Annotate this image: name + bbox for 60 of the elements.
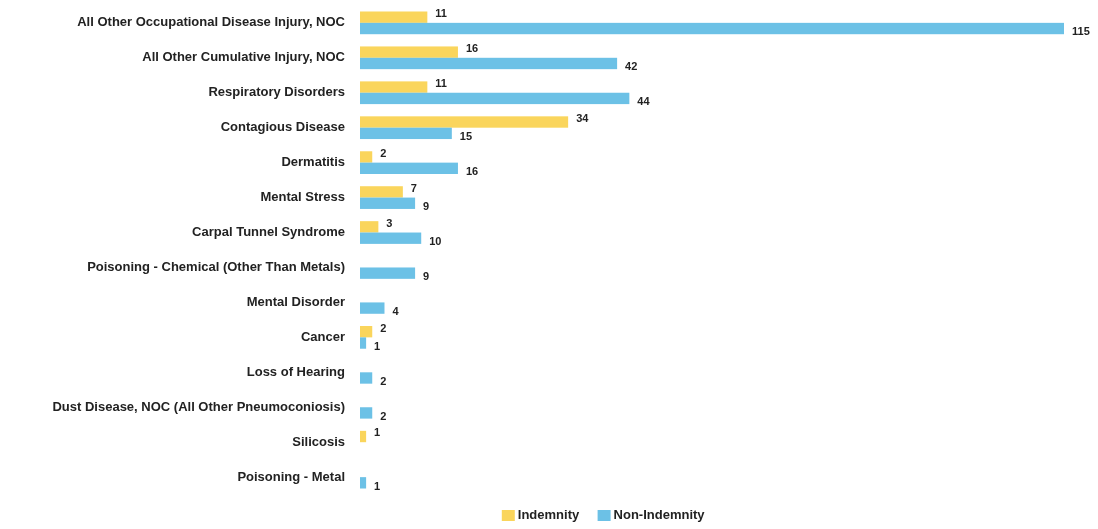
- bar: [360, 92, 630, 105]
- y-tick-label: Poisoning - Metal: [237, 468, 345, 484]
- data-label: 34: [576, 111, 590, 124]
- y-tick-label: All Other Occupational Disease Injury, NOC: [77, 14, 346, 30]
- bar: [360, 197, 416, 209]
- y-tick-label: Mental Disorder: [246, 293, 345, 309]
- bar: [360, 232, 422, 244]
- data-label: 42: [625, 60, 638, 73]
- y-tick-label: Respiratory Disorders: [208, 84, 345, 100]
- bar: [360, 302, 385, 314]
- bar: [360, 46, 458, 58]
- data-label: 15: [459, 130, 473, 143]
- y-tick-label: Dermatitis: [281, 154, 345, 170]
- legend-label: Non-Indemnity: [613, 506, 706, 522]
- bar: [360, 337, 367, 349]
- data-label: 1: [374, 339, 381, 352]
- data-label: 2: [380, 409, 387, 422]
- data-label: 3: [386, 216, 393, 229]
- data-label: 11: [435, 7, 447, 20]
- data-label: 1: [374, 426, 381, 439]
- data-label: 2: [380, 374, 387, 387]
- y-tick-label: Cancer: [300, 328, 345, 344]
- bar: [360, 326, 373, 338]
- bar: [360, 267, 416, 279]
- bar: [360, 477, 367, 489]
- bar: [360, 372, 373, 384]
- data-label: 2: [380, 321, 387, 334]
- data-label: 44: [637, 95, 651, 108]
- data-label: 10: [429, 235, 442, 248]
- bar: [360, 57, 618, 70]
- y-tick-label: Mental Stress: [260, 189, 345, 205]
- data-label: 2: [380, 146, 387, 159]
- data-label: 115: [1072, 25, 1090, 38]
- bar: [360, 407, 373, 419]
- bar: [360, 151, 373, 163]
- bar: [360, 186, 403, 198]
- bar: [360, 162, 458, 174]
- data-label: 11: [435, 76, 447, 89]
- data-label: 16: [465, 165, 479, 178]
- bar: [360, 430, 367, 443]
- bar: [360, 11, 428, 23]
- y-tick-label: Dust Disease, NOC (All Other Pneumoconiosis): [52, 398, 345, 414]
- data-label: 7: [410, 181, 417, 194]
- bar: [360, 81, 428, 93]
- bar: [360, 22, 1064, 35]
- y-tick-label: Silicosis: [292, 433, 345, 449]
- y-tick-label: Contagious Disease: [220, 119, 345, 135]
- data-label: 9: [423, 200, 430, 213]
- data-label: 1: [374, 479, 381, 492]
- y-tick-label: Poisoning - Chemical (Other Than Metals): [87, 258, 345, 274]
- y-tick-label: All Other Cumulative Injury, NOC: [142, 49, 346, 65]
- data-label: 4: [392, 305, 400, 317]
- y-tick-label: Loss of Hearing: [246, 363, 346, 379]
- bar: [360, 116, 569, 128]
- bar: [360, 221, 379, 233]
- y-tick-label: Carpal Tunnel Syndrome: [192, 223, 345, 239]
- data-label: 9: [423, 270, 430, 283]
- legend-label: Indemnity: [517, 506, 580, 522]
- data-label: 16: [465, 42, 479, 55]
- bar: [360, 127, 452, 140]
